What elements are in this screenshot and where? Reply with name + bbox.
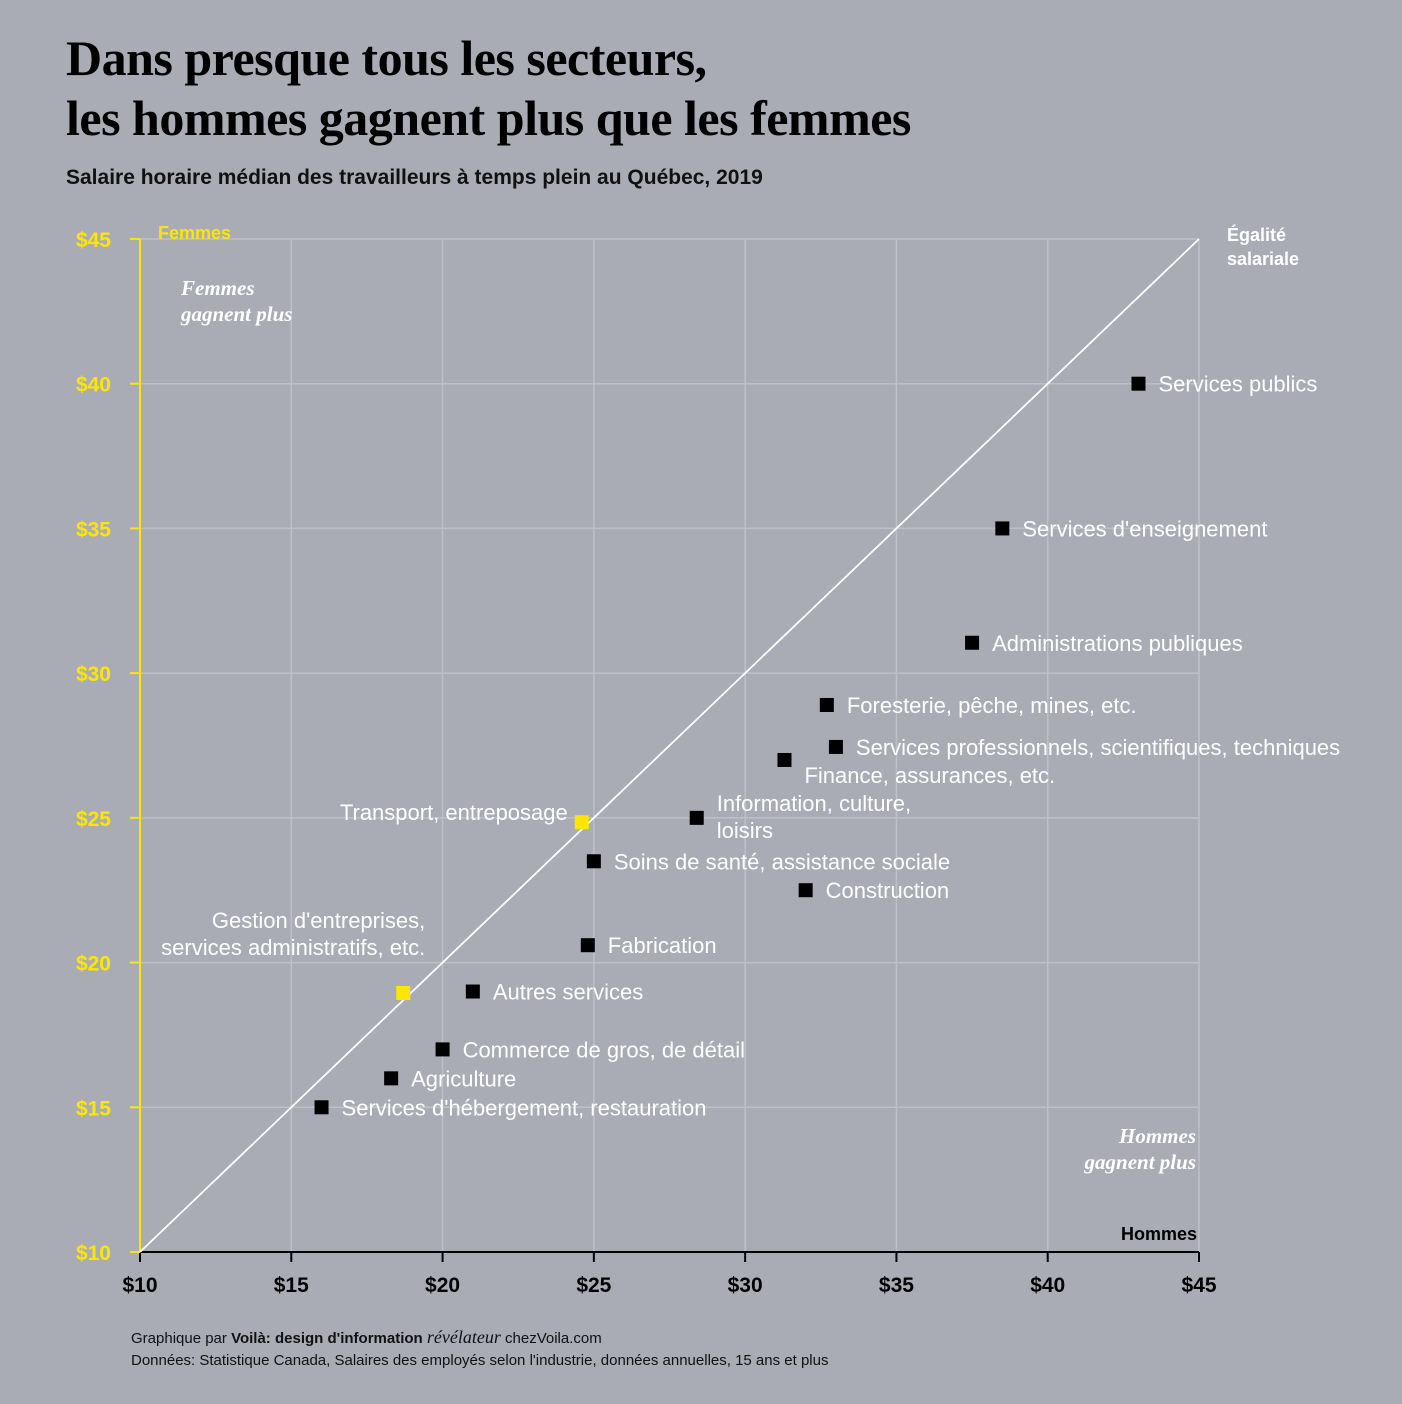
data-point-label: Gestion d'entreprises, services administr… — [161, 908, 425, 960]
data-point — [965, 635, 980, 650]
chart-title-line-2: les hommes gagnent plus que les femmes — [66, 90, 911, 146]
y-tick-label: $30 — [76, 663, 111, 686]
data-point-label: Services publics — [1158, 372, 1317, 397]
data-point-label: Finance, assurances, etc. — [804, 763, 1055, 788]
data-point — [777, 752, 792, 767]
x-tick-label: $20 — [425, 1274, 460, 1297]
x-tick-label: $15 — [274, 1274, 309, 1297]
data-point-label: Commerce de gros, de détail — [463, 1037, 745, 1062]
data-point-label: Autres services — [493, 980, 643, 1005]
footer-credit-brand: Voilà: design d'information — [231, 1330, 423, 1347]
footer-credit-prefix: Graphique par — [131, 1330, 232, 1347]
x-axis-title: Hommes — [1121, 1224, 1197, 1244]
y-tick-label: $45 — [76, 229, 111, 252]
data-point — [384, 1071, 399, 1086]
data-point — [574, 815, 589, 830]
equality-line — [139, 238, 1200, 1253]
data-point — [435, 1042, 450, 1057]
chart-title: Dans presque tous les secteurs, les homm… — [66, 28, 911, 148]
data-point-label: Construction — [826, 878, 950, 903]
data-point — [465, 984, 480, 999]
data-point-label: Services d'hébergement, restauration — [342, 1095, 707, 1120]
chart-title-line-1: Dans presque tous les secteurs, — [66, 30, 707, 86]
footer-credit-tagline: révélateur — [426, 1327, 501, 1347]
data-point-label: Services professionnels, scientifiques, … — [856, 735, 1340, 760]
data-point — [396, 985, 411, 1000]
y-tick-label: $20 — [76, 953, 111, 976]
footer-credit-site: chezVoila.com — [505, 1330, 602, 1347]
x-tick-label: $25 — [576, 1274, 611, 1297]
annotation-men-earn-more: Hommes gagnent plus — [1084, 1124, 1196, 1174]
data-point — [995, 521, 1010, 536]
data-point-label: Transport, entreposage — [340, 800, 568, 825]
y-tick-label: $40 — [76, 374, 111, 397]
y-tick-label: $25 — [76, 808, 111, 831]
x-tick-label: $35 — [879, 1274, 914, 1297]
data-point-label: Fabrication — [608, 933, 717, 958]
footer-source: Données: Statistique Canada, Salaires de… — [131, 1352, 829, 1369]
equality-line-label: Égalité salariale — [1227, 224, 1299, 269]
x-tick-label: $45 — [1181, 1274, 1216, 1297]
data-point — [689, 810, 704, 825]
footer: Graphique par Voilà: design d'informatio… — [131, 1326, 828, 1372]
data-point — [314, 1100, 329, 1115]
y-tick-label: $35 — [76, 518, 111, 541]
data-point-label: Agriculture — [411, 1066, 516, 1091]
data-point — [586, 854, 601, 869]
y-axis-title: Femmes — [158, 223, 231, 243]
x-tick-label: $30 — [728, 1274, 763, 1297]
x-tick-label: $40 — [1030, 1274, 1065, 1297]
y-tick-label: $15 — [76, 1097, 111, 1120]
data-point-label: Information, culture, loisirs — [717, 791, 911, 843]
data-point — [819, 697, 834, 712]
x-tick-label: $10 — [122, 1274, 157, 1297]
y-tick-label: $10 — [76, 1242, 111, 1265]
data-point-label: Services d'enseignement — [1022, 516, 1267, 541]
chart-subtitle: Salaire horaire médian des travailleurs … — [66, 166, 763, 189]
data-point — [798, 883, 813, 898]
footer-credit: Graphique par Voilà: design d'informatio… — [131, 1326, 828, 1350]
data-point — [1131, 376, 1146, 391]
data-point-label: Administrations publiques — [992, 631, 1243, 656]
data-point-label: Foresterie, pêche, mines, etc. — [847, 693, 1137, 718]
data-point-label: Soins de santé, assistance sociale — [614, 849, 950, 874]
data-point — [580, 938, 595, 953]
annotation-women-earn-more: Femmes gagnent plus — [180, 276, 292, 326]
data-point — [828, 739, 843, 754]
